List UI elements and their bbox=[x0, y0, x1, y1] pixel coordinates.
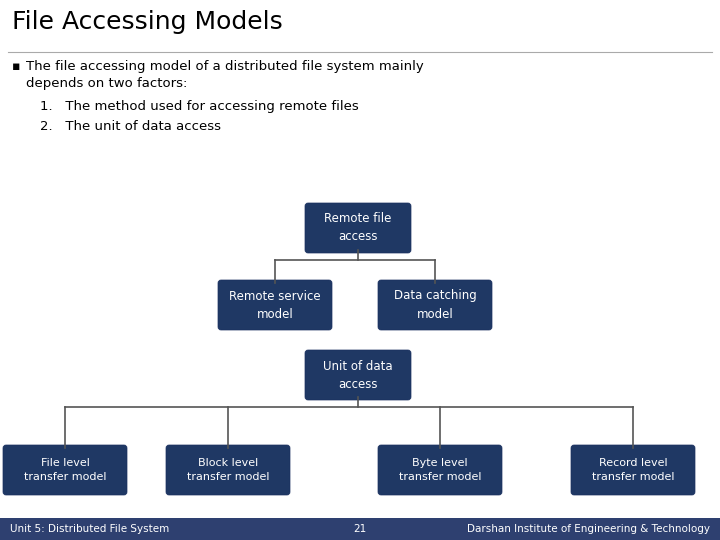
FancyBboxPatch shape bbox=[571, 445, 695, 495]
Text: depends on two factors:: depends on two factors: bbox=[26, 77, 187, 90]
Text: 1.   The method used for accessing remote files: 1. The method used for accessing remote … bbox=[40, 100, 359, 113]
Text: ▪: ▪ bbox=[12, 60, 20, 73]
FancyBboxPatch shape bbox=[218, 280, 332, 330]
FancyBboxPatch shape bbox=[305, 350, 411, 400]
Text: Remote service
model: Remote service model bbox=[229, 289, 321, 321]
Text: The file accessing model of a distributed file system mainly: The file accessing model of a distribute… bbox=[26, 60, 424, 73]
Text: 21: 21 bbox=[354, 524, 366, 534]
Text: Darshan Institute of Engineering & Technology: Darshan Institute of Engineering & Techn… bbox=[467, 524, 710, 534]
Text: Block level
transfer model: Block level transfer model bbox=[186, 458, 269, 482]
Bar bbox=[0, 518, 720, 540]
Text: Byte level
transfer model: Byte level transfer model bbox=[399, 458, 481, 482]
Text: Record level
transfer model: Record level transfer model bbox=[592, 458, 674, 482]
Text: 2.   The unit of data access: 2. The unit of data access bbox=[40, 120, 221, 133]
FancyBboxPatch shape bbox=[378, 280, 492, 330]
Text: File Accessing Models: File Accessing Models bbox=[12, 10, 283, 34]
Text: Unit of data
access: Unit of data access bbox=[323, 360, 393, 390]
Text: File level
transfer model: File level transfer model bbox=[24, 458, 107, 482]
Text: Remote file
access: Remote file access bbox=[324, 213, 392, 244]
FancyBboxPatch shape bbox=[305, 203, 411, 253]
FancyBboxPatch shape bbox=[166, 445, 290, 495]
FancyBboxPatch shape bbox=[3, 445, 127, 495]
FancyBboxPatch shape bbox=[378, 445, 502, 495]
Text: Unit 5: Distributed File System: Unit 5: Distributed File System bbox=[10, 524, 169, 534]
Text: Data catching
model: Data catching model bbox=[394, 289, 477, 321]
